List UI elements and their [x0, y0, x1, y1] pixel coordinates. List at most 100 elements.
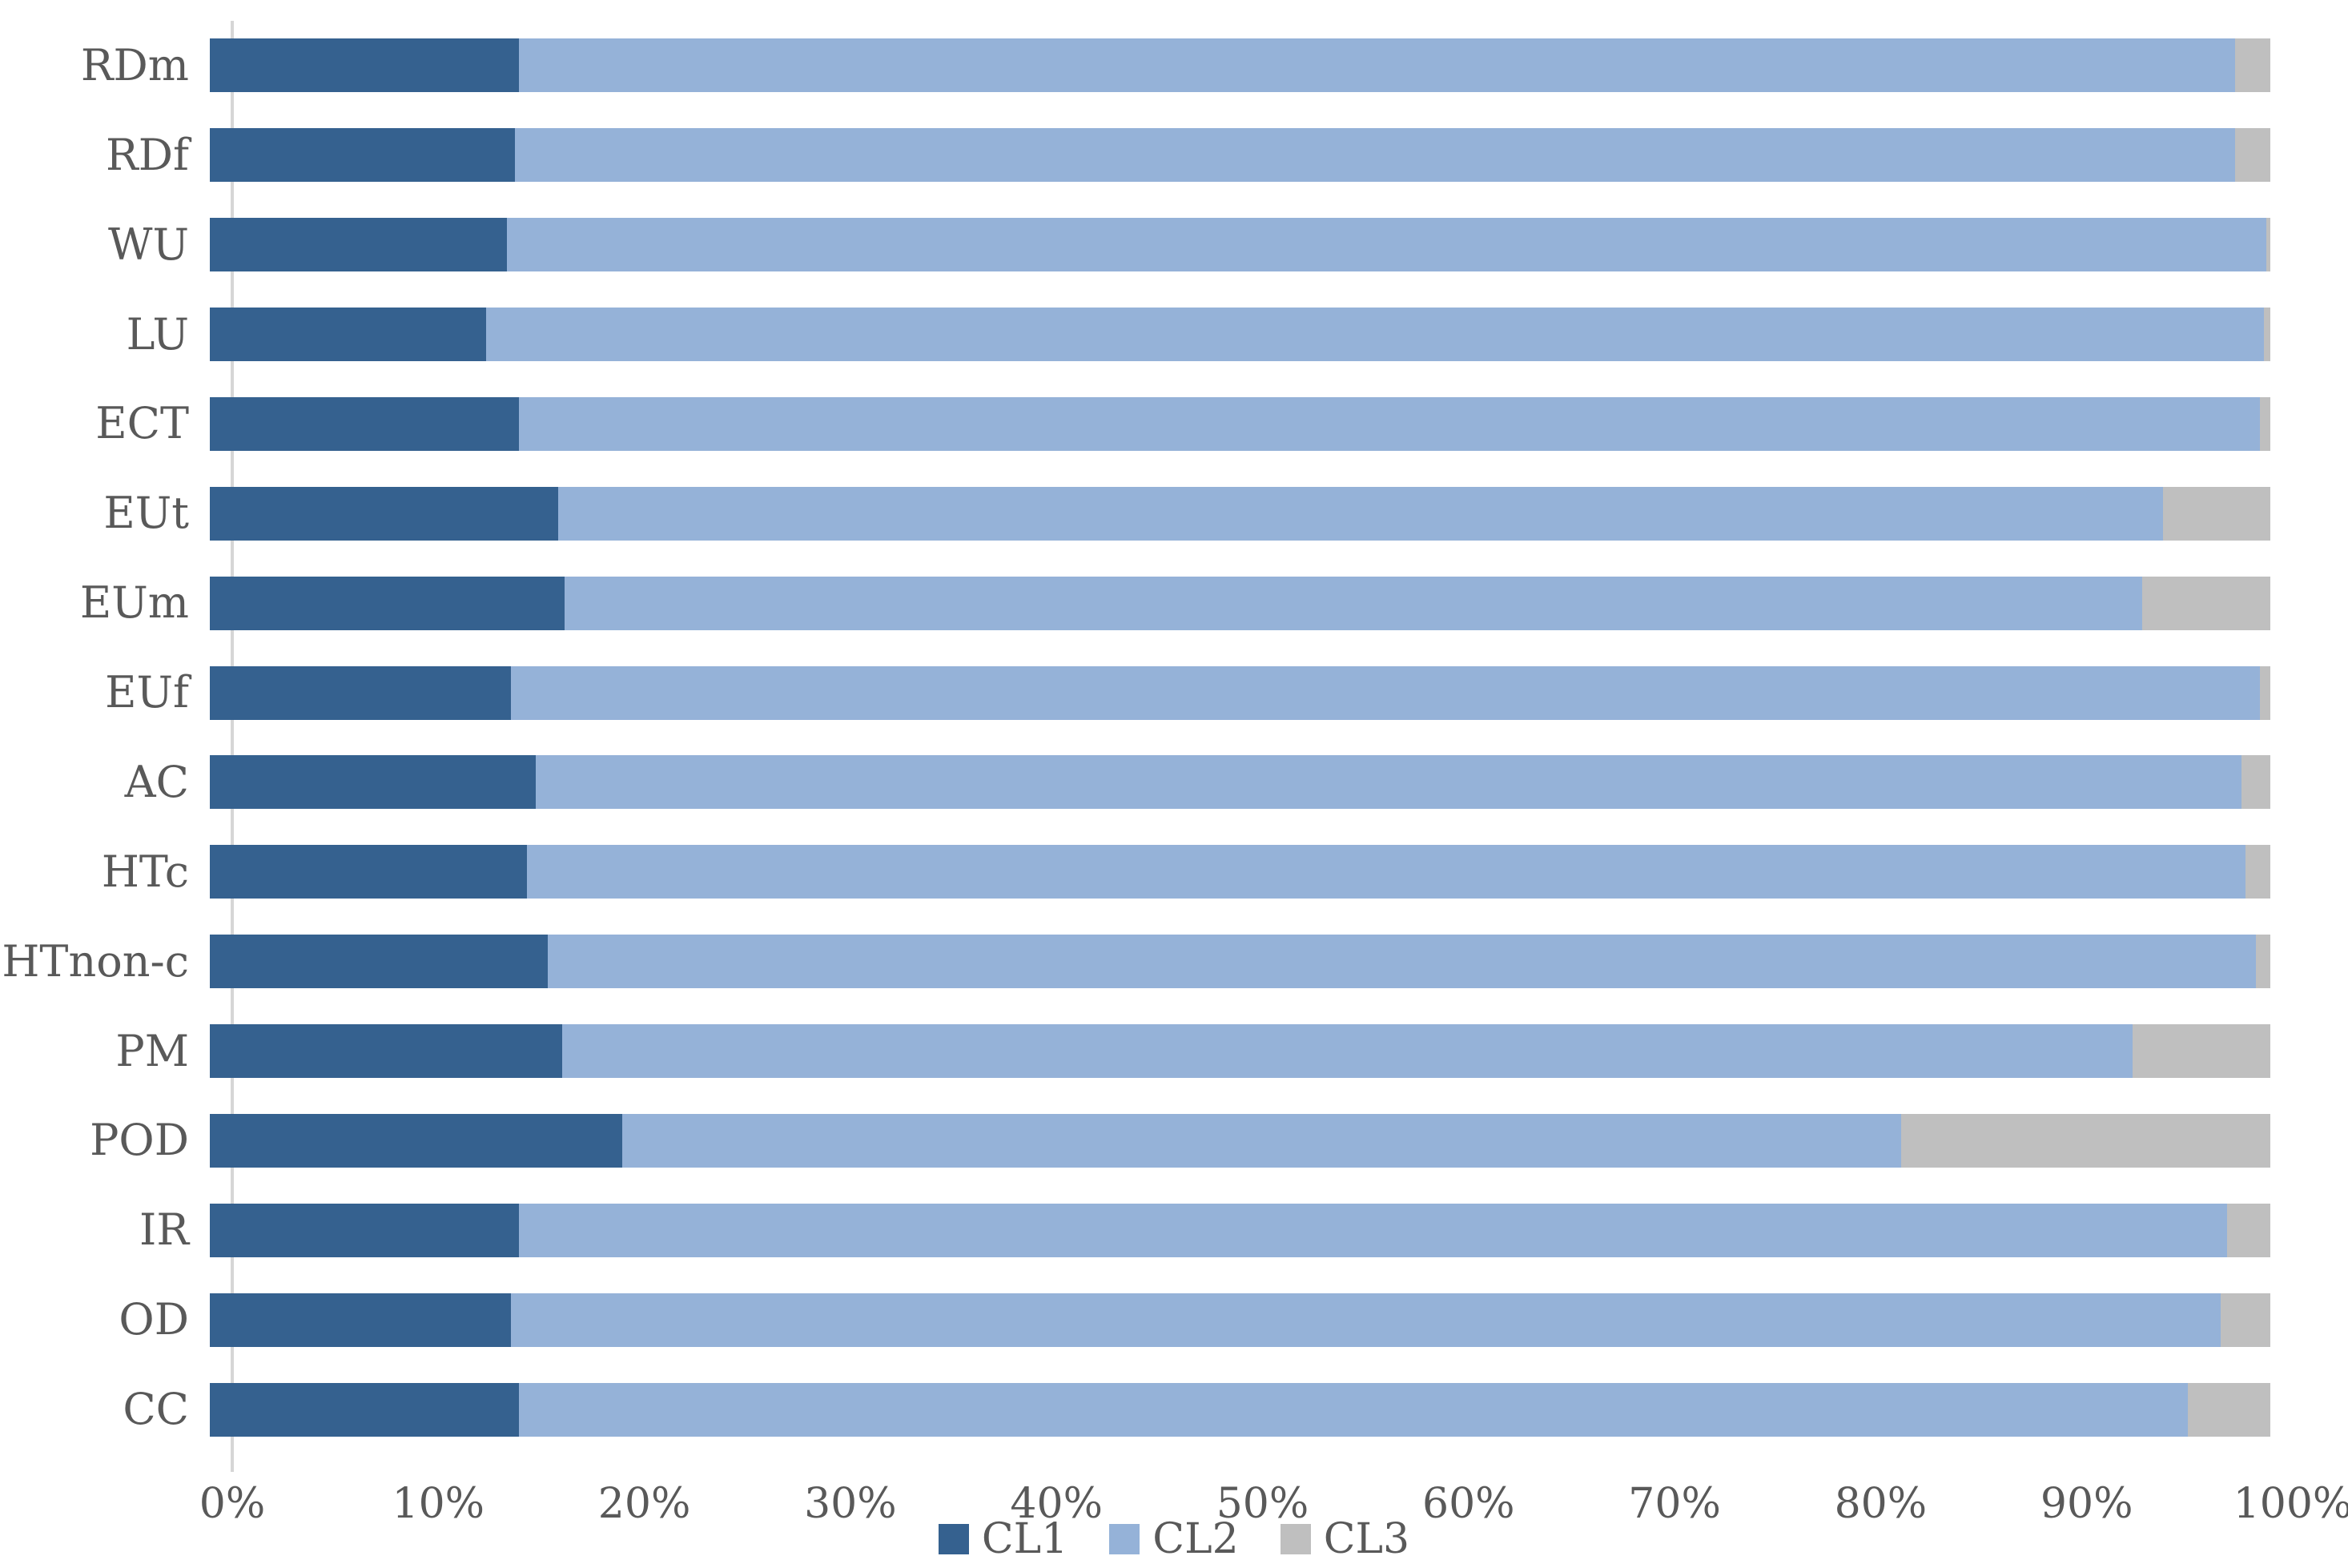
bar-segment-cl3	[2226, 1203, 2270, 1257]
bar-segment-cl2	[527, 845, 2246, 899]
bar-segment-cl2	[518, 1382, 2189, 1437]
bar-row: RDm	[0, 21, 2348, 111]
legend-entry-cl1: CL1	[938, 1515, 1068, 1563]
bar-track	[210, 1113, 2270, 1168]
bar-segment-cl3	[2235, 128, 2270, 183]
bar-segment-cl3	[1901, 1113, 2270, 1168]
bar-track	[210, 128, 2270, 183]
bar-segment-cl3	[2163, 486, 2270, 541]
bar-segment-cl1	[210, 1382, 519, 1437]
bar-track	[210, 1024, 2270, 1079]
bar-row: CC	[0, 1365, 2348, 1454]
bar-segment-cl1	[210, 486, 558, 541]
category-label: WU	[107, 219, 189, 270]
category-label: RDf	[106, 129, 189, 180]
category-label: EUt	[103, 488, 189, 539]
bar-segment-cl2	[518, 396, 2261, 451]
legend-entry-cl2: CL2	[1109, 1515, 1239, 1563]
x-tick-label: 30%	[804, 1480, 897, 1528]
x-tick-label: 80%	[1834, 1480, 1928, 1528]
category-label: CC	[123, 1384, 189, 1435]
bar-row: RDf	[0, 111, 2348, 200]
category-label: LU	[126, 308, 189, 360]
bar-segment-cl1	[210, 38, 519, 93]
bar-segment-cl1	[210, 128, 515, 183]
bar-row: HTnon-c	[0, 917, 2348, 1007]
legend-label: CL2	[1152, 1515, 1239, 1563]
bar-track	[210, 1382, 2270, 1437]
bar-segment-cl3	[2241, 755, 2270, 810]
legend-entry-cl3: CL3	[1280, 1518, 1409, 1560]
legend: CL1 CL2 CL3	[0, 1518, 2348, 1560]
bar-track	[210, 1203, 2270, 1257]
bar-segment-cl1	[210, 665, 511, 720]
category-label: POD	[90, 1115, 189, 1166]
bar-row: ECT	[0, 380, 2348, 469]
plot-area: RDm RDf WU LU ECT EUt EUm EUf AC HTc HTnon-c PM POD I…	[0, 21, 2348, 1454]
category-label: RDm	[80, 39, 189, 90]
legend-swatch-cl2	[1109, 1524, 1140, 1554]
legend-label: CL1	[981, 1515, 1068, 1563]
bar-segment-cl3	[2132, 1024, 2270, 1079]
bar-track	[210, 845, 2270, 899]
x-tick-label: 100%	[2233, 1480, 2348, 1528]
category-label: OD	[119, 1294, 189, 1345]
x-tick-label: 70%	[1628, 1480, 1721, 1528]
bar-segment-cl3	[2260, 396, 2270, 451]
bar-segment-cl3	[2260, 665, 2270, 720]
bar-row: AC	[0, 738, 2348, 827]
x-tick-label: 90%	[2040, 1480, 2133, 1528]
bar-segment-cl2	[561, 1024, 2133, 1079]
bar-segment-cl1	[210, 1024, 562, 1079]
bar-segment-cl2	[547, 935, 2256, 989]
bar-track	[210, 1293, 2270, 1347]
category-label: ECT	[95, 398, 189, 449]
category-label: AC	[124, 756, 189, 807]
bar-segment-cl3	[2264, 308, 2270, 362]
x-tick-label: 20%	[597, 1480, 691, 1528]
bar-segment-cl1	[210, 1293, 511, 1347]
bar-segment-cl1	[210, 218, 507, 272]
bar-track	[210, 38, 2270, 93]
x-tick-label: 50%	[1216, 1480, 1309, 1528]
bar-segment-cl2	[564, 576, 2143, 630]
category-label: EUm	[79, 577, 189, 629]
bar-segment-cl1	[210, 1113, 622, 1168]
bar-segment-cl2	[557, 486, 2164, 541]
bar-track	[210, 665, 2270, 720]
y-axis-line	[231, 21, 234, 1472]
bar-row: WU	[0, 200, 2348, 290]
category-label: HTc	[101, 846, 189, 897]
bar-segment-cl2	[510, 665, 2261, 720]
bar-row: IR	[0, 1185, 2348, 1275]
bar-track	[210, 576, 2270, 630]
bar-segment-cl2	[485, 308, 2265, 362]
bar-segment-cl1	[210, 1203, 519, 1257]
legend-swatch-cl3	[1280, 1524, 1311, 1554]
bar-row: OD	[0, 1275, 2348, 1365]
bar-segment-cl1	[210, 845, 528, 899]
bar-track	[210, 308, 2270, 362]
bar-segment-cl2	[518, 1203, 2227, 1257]
bar-track	[210, 935, 2270, 989]
bar-segment-cl1	[210, 755, 536, 810]
bar-segment-cl3	[2142, 576, 2270, 630]
x-tick-label: 0%	[199, 1480, 266, 1528]
legend-swatch-cl1	[938, 1524, 969, 1554]
bar-segment-cl3	[2245, 845, 2270, 899]
bar-track	[210, 396, 2270, 451]
bar-segment-cl2	[518, 38, 2236, 93]
category-label: HTnon-c	[2, 935, 189, 987]
bar-segment-cl2	[535, 755, 2241, 810]
bar-track	[210, 486, 2270, 541]
bar-segment-cl1	[210, 308, 486, 362]
bar-row: POD	[0, 1096, 2348, 1186]
bar-row: EUt	[0, 468, 2348, 558]
bar-segment-cl1	[210, 935, 548, 989]
bar-segment-cl2	[510, 1293, 2221, 1347]
bar-row: EUf	[0, 648, 2348, 738]
bar-row: LU	[0, 290, 2348, 380]
bar-segment-cl1	[210, 576, 565, 630]
bar-segment-cl3	[2188, 1382, 2270, 1437]
